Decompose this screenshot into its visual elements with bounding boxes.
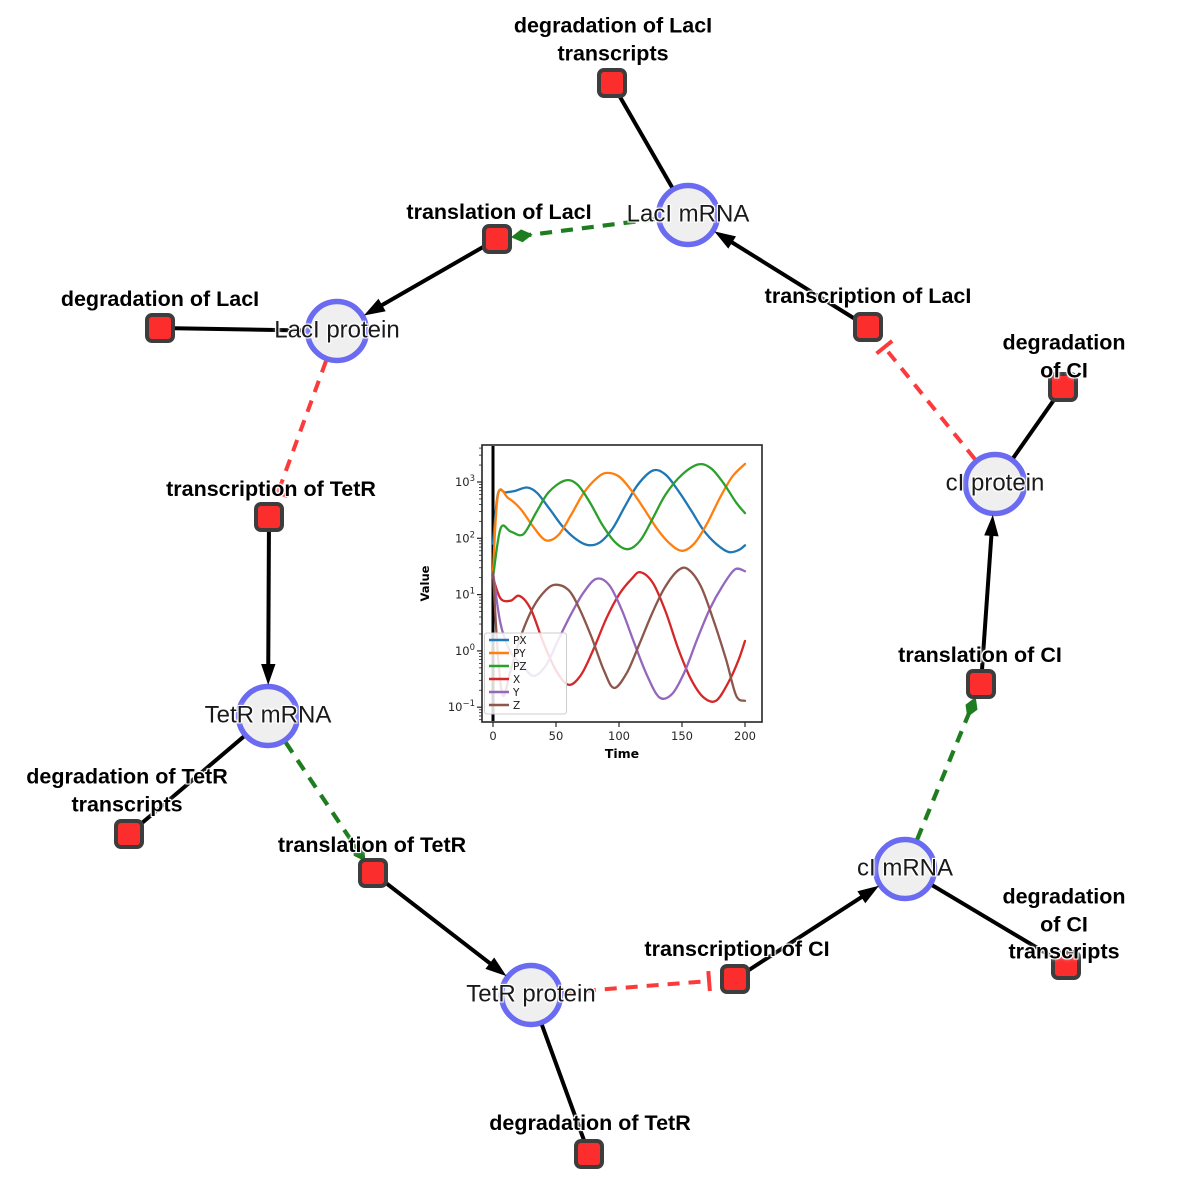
edge-deg-tetr-tx-tetr-mrna-consumption [127,735,245,836]
x-tick-label: 200 [734,729,756,743]
edge-deg-laci-tx-laci-mrna-consumption [610,82,674,189]
legend-entry-X: X [513,674,520,686]
x-tick-label: 50 [549,729,564,743]
series-PX-curve [491,468,747,554]
reaction-node-tl-laci[interactable] [482,224,512,254]
edge-tsc-laci-laci-mrna-production [714,231,870,329]
series-X-curve [491,570,747,703]
x-tick-label: 0 [489,729,496,743]
legend-entry-Y: Y [512,687,520,699]
edge-ci-mrna-tl-ci-modifier [915,696,978,841]
reaction-node-tsc-tetr[interactable] [254,502,284,532]
edge-tsc-tetr-tetr-mrna-production [261,516,276,685]
y-tick-label: 100 [455,643,475,658]
edge-tl-tetr-tetr-protein-production [371,871,507,977]
edge-deg-laci-laci-protein-consumption [159,326,306,333]
species-node-ci-mrna[interactable] [872,836,938,902]
reaction-node-deg-laci[interactable] [145,313,175,343]
edge-laci-protein-tsc-tetr-inhibition [267,360,328,498]
reaction-node-deg-tetr-tx[interactable] [114,819,144,849]
y-tick-label: 102 [455,530,475,545]
edge-tetr-protein-tsc-ci-inhibition [562,970,712,995]
series-PZ-curve [491,463,747,579]
reaction-node-tl-tetr[interactable] [358,858,388,888]
edge-deg-ci-tx-ci-mrna-consumption [931,883,1068,967]
reaction-node-deg-tetr[interactable] [574,1139,604,1169]
species-node-laci-mrna[interactable] [655,182,721,248]
legend-entry-PZ: PZ [513,661,527,673]
edge-laci-mrna-tl-laci-modifier [510,216,657,243]
species-node-ci-protein[interactable] [962,451,1028,517]
edge-tl-ci-ci-protein-production [979,514,999,685]
species-node-tetr-protein[interactable] [498,962,564,1028]
legend-entry-Z: Z [513,700,520,712]
edge-tsc-ci-ci-mrna-production [733,885,879,981]
chart-xlabel: Time [605,746,639,761]
species-node-tetr-mrna[interactable] [235,683,301,749]
edge-ci-protein-tsc-laci-inhibition [875,339,977,461]
legend-entry-PY: PY [513,648,526,660]
reaction-node-tsc-ci[interactable] [720,964,750,994]
x-tick-label: 150 [671,729,693,743]
edge-deg-tetr-tetr-protein-consumption [540,1024,591,1155]
y-tick-label: 101 [455,587,475,602]
y-tick-label: 10−1 [448,699,475,714]
legend-entry-PX: PX [513,635,527,647]
reaction-node-deg-laci-tx[interactable] [597,68,627,98]
species-node-laci-protein[interactable] [304,298,370,364]
reaction-node-tl-ci[interactable] [966,669,996,699]
series-PY-curve [491,462,747,574]
y-tick-label: 103 [455,474,475,489]
chart-ylabel: Value [418,565,432,601]
inset-timeseries-chart: 0 50 100 150 20010−1100101102103TimeValuePXP… [413,423,793,783]
reaction-node-deg-ci[interactable] [1048,372,1078,402]
x-tick-label: 100 [608,729,630,743]
edge-tetr-mrna-tl-tetr-modifier [284,741,366,862]
reaction-node-tsc-laci[interactable] [853,312,883,342]
edge-tl-laci-laci-protein-production [363,237,498,316]
reaction-node-deg-ci-tx[interactable] [1051,950,1081,980]
